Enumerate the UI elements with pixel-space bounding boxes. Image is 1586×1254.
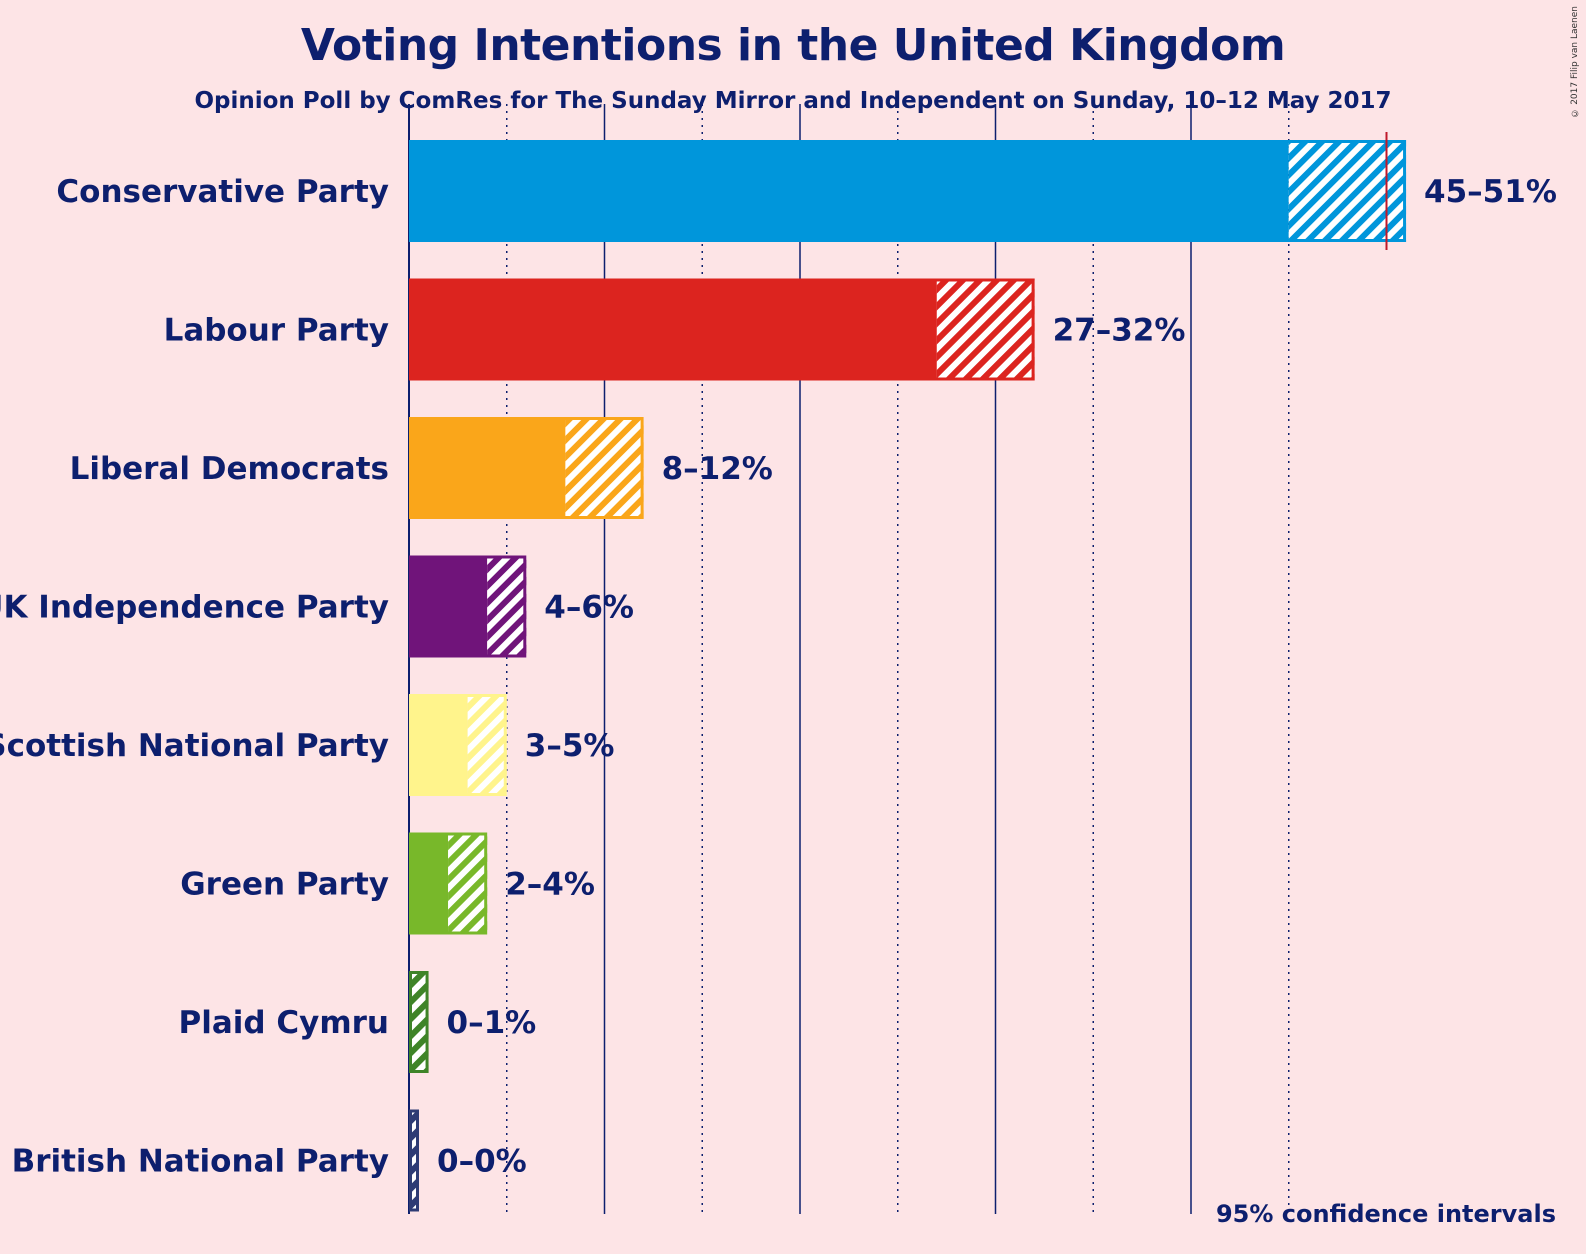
- category-label: Scottish National Party: [0, 728, 389, 764]
- bar-solid: [409, 417, 566, 519]
- bar-confidence-interval: [467, 694, 507, 796]
- value-label: 4–6%: [544, 590, 634, 626]
- category-label: UK Independence Party: [0, 590, 389, 626]
- bar-outline: [409, 417, 644, 519]
- value-label: 3–5%: [525, 728, 615, 764]
- bar-confidence-interval: [487, 555, 527, 658]
- bar-confidence-interval: [1288, 140, 1407, 242]
- bar-layer: [409, 132, 1407, 1212]
- bar-outline: [409, 971, 429, 1073]
- bar-outline: [409, 278, 1035, 381]
- grid-layer: [408, 104, 1290, 1214]
- confidence-note: 95% confidence intervals: [1215, 1200, 1556, 1228]
- bar-conservative-party: [409, 140, 1407, 242]
- bar-labour-party: [409, 278, 1035, 381]
- bar-outline: [409, 694, 507, 796]
- bar-uk-independence-party: [409, 555, 527, 658]
- category-label: British National Party: [12, 1144, 389, 1180]
- category-label: Liberal Democrats: [70, 451, 389, 487]
- value-label: 27–32%: [1053, 313, 1186, 349]
- bar-outline: [409, 1109, 419, 1212]
- bar-outline: [409, 140, 1407, 242]
- bar-confidence-interval: [448, 832, 488, 935]
- bar-outline: [409, 555, 527, 658]
- value-label: 0–1%: [447, 1005, 537, 1041]
- bar-confidence-interval: [409, 1109, 419, 1212]
- bar-solid: [409, 832, 449, 935]
- bar-confidence-interval: [409, 971, 429, 1073]
- category-label: Plaid Cymru: [179, 1005, 390, 1041]
- label-layer: Conservative Party 45–51% Labour Party 27–3…: [0, 174, 1557, 1180]
- chart-subtitle: Opinion Poll by ComRes for The Sunday Mi…: [194, 88, 1392, 114]
- bar-scottish-national-party: [409, 694, 507, 796]
- bar-british-national-party: [409, 1109, 419, 1212]
- bar-confidence-interval: [565, 417, 644, 519]
- value-label: 45–51%: [1424, 174, 1557, 210]
- bar-solid: [409, 555, 488, 658]
- value-label: 0–0%: [437, 1144, 527, 1180]
- bar-solid: [409, 694, 468, 796]
- value-label: 8–12%: [662, 451, 773, 487]
- bar-green-party: [409, 832, 488, 935]
- value-label: 2–4%: [505, 867, 595, 903]
- chart-title: Voting Intentions in the United Kingdom: [300, 20, 1286, 71]
- bar-solid: [409, 140, 1289, 242]
- category-label: Conservative Party: [56, 174, 389, 210]
- category-label: Labour Party: [164, 313, 389, 349]
- bar-solid: [409, 278, 937, 381]
- category-label: Green Party: [180, 867, 389, 903]
- bar-outline: [409, 832, 488, 935]
- bar-liberal-democrats: [409, 417, 644, 519]
- bar-plaid-cymru: [409, 971, 429, 1073]
- bar-confidence-interval: [936, 278, 1035, 381]
